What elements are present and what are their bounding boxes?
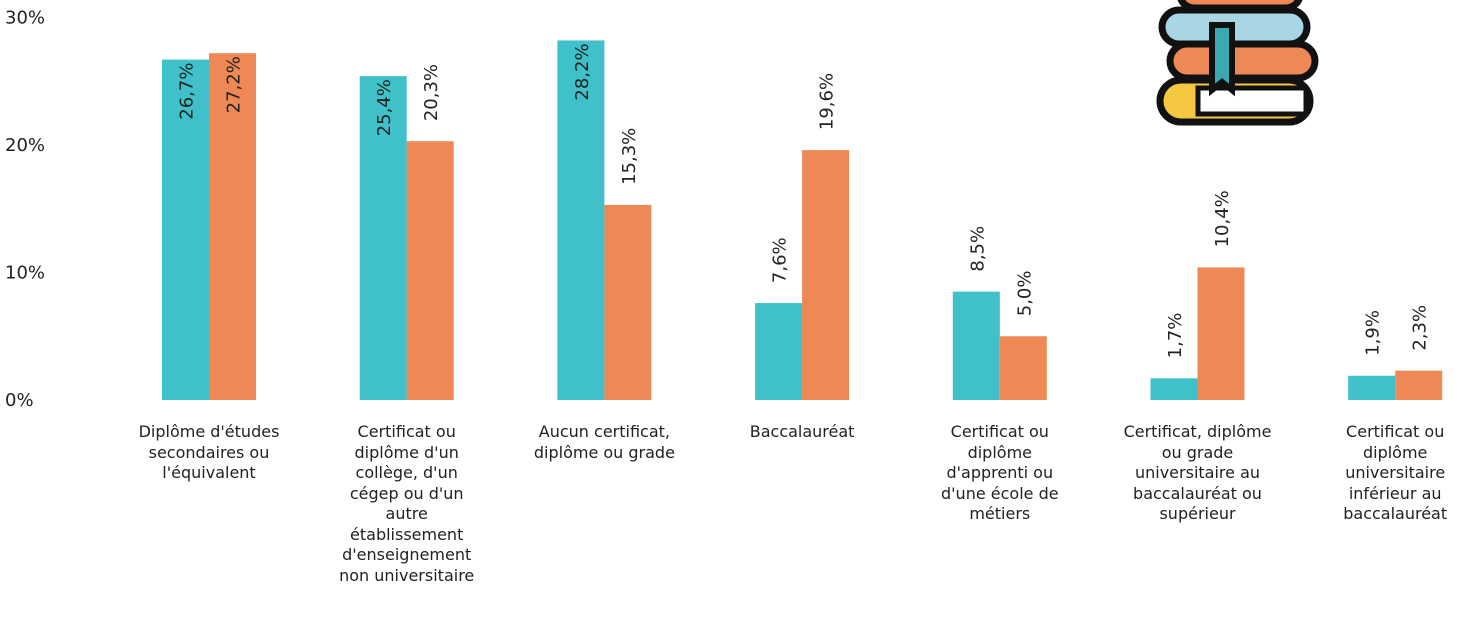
bar xyxy=(359,76,407,401)
books-icon xyxy=(1156,0,1319,126)
value-label: 2,3% xyxy=(1410,305,1431,351)
value-label: 7,6% xyxy=(770,237,791,283)
y-tick-label: 10% xyxy=(5,263,45,284)
value-label: 28,2% xyxy=(572,43,593,100)
bar xyxy=(1348,375,1396,400)
value-label: 8,5% xyxy=(967,226,988,272)
x-tick-label: Diplôme d'études secondaires ou l'équiva… xyxy=(138,422,280,482)
bar xyxy=(802,150,850,400)
bar xyxy=(209,53,256,400)
value-label: 1,9% xyxy=(1363,310,1384,356)
bar xyxy=(1395,370,1443,400)
x-tick-label: Certificat ou diplôme d'apprenti ou d'un… xyxy=(941,422,1059,523)
value-label: 26,7% xyxy=(177,63,198,120)
value-label: 20,3% xyxy=(421,64,442,121)
value-label: 19,6% xyxy=(817,73,838,130)
x-tick-label: Aucun certificat, diplôme ou grade xyxy=(533,422,675,462)
value-label: 15,3% xyxy=(619,128,640,185)
bar xyxy=(604,204,652,400)
bar xyxy=(999,336,1047,400)
x-tick-label: Certificat ou diplôme universitaire infé… xyxy=(1343,422,1448,523)
value-label: 27,2% xyxy=(224,56,245,113)
value-label: 25,4% xyxy=(374,79,395,136)
y-tick-label: 20% xyxy=(5,135,45,156)
x-tick-label: Certificat ou diplôme d'un collège, d'un… xyxy=(339,422,475,585)
y-tick-label: 30% xyxy=(5,8,45,29)
bar xyxy=(557,40,605,400)
value-label: 1,7% xyxy=(1165,313,1186,359)
x-tick-label: Baccalauréat xyxy=(749,422,855,441)
value-label: 10,4% xyxy=(1212,190,1233,247)
bar xyxy=(162,59,209,400)
bar xyxy=(1150,378,1198,400)
bar xyxy=(952,291,1000,400)
bar xyxy=(1197,267,1245,400)
x-tick-label: Certificat, diplôme ou grade universitai… xyxy=(1123,422,1272,523)
value-label: 5,0% xyxy=(1014,271,1035,317)
bar xyxy=(755,303,803,400)
y-tick-label: 0% xyxy=(5,390,34,411)
bar xyxy=(406,141,454,401)
